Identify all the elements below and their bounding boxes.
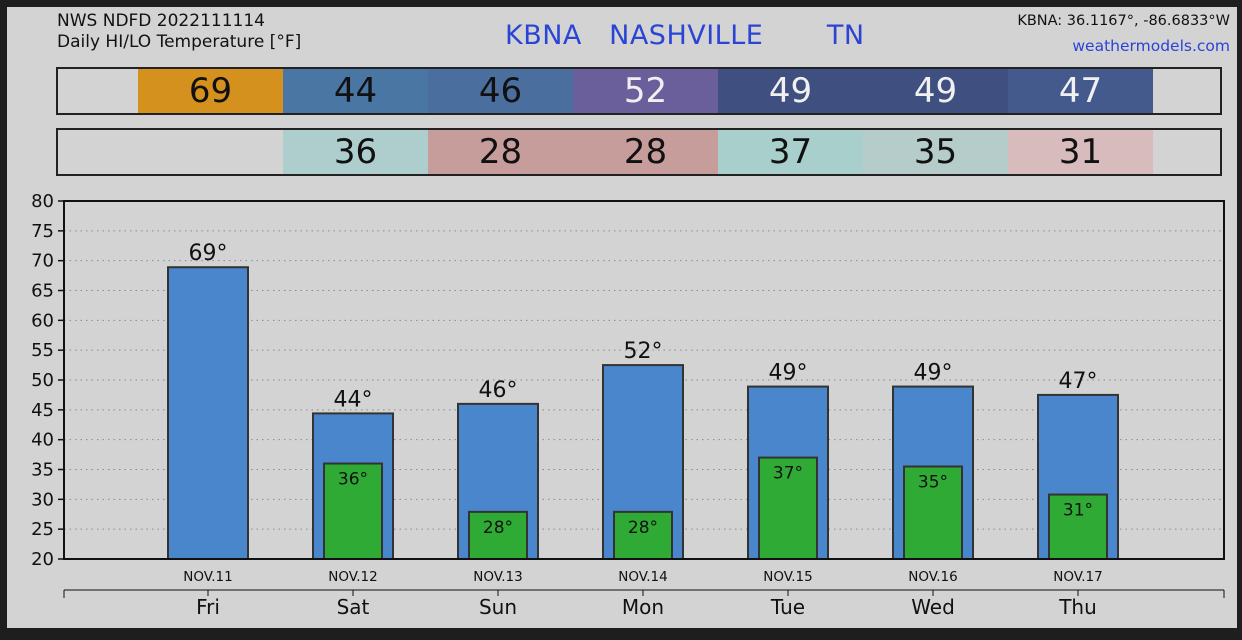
low-temp-label: 36° bbox=[338, 470, 368, 490]
y-tick-label: 45 bbox=[31, 400, 54, 421]
high-temp-cell: 49 bbox=[863, 69, 1008, 113]
high-temp-cell: 52 bbox=[573, 69, 718, 113]
high-temp-cell: 47 bbox=[1008, 69, 1153, 113]
high-temperature-strip: 69 44 46 52 49 49 47 bbox=[56, 67, 1222, 115]
y-tick-label: 60 bbox=[31, 310, 54, 331]
low-temp-cell: 36 bbox=[283, 130, 428, 174]
y-tick-label: 75 bbox=[31, 221, 54, 242]
high-temp-cell: 44 bbox=[283, 69, 428, 113]
low-temp-bar bbox=[1048, 493, 1108, 560]
station-coordinates: KBNA: 36.1167°, -86.6833°W bbox=[1017, 13, 1230, 29]
high-temp-label: 49° bbox=[769, 361, 808, 386]
y-tick-label: 40 bbox=[31, 430, 54, 451]
high-temp-label: 49° bbox=[914, 361, 953, 386]
y-tick-label: 80 bbox=[31, 191, 54, 212]
day-label: Tue bbox=[770, 595, 805, 619]
low-temp-bar bbox=[323, 462, 383, 560]
day-label: Wed bbox=[911, 595, 955, 619]
high-temp-cell: 69 bbox=[138, 69, 283, 113]
high-temp-label: 46° bbox=[479, 378, 518, 403]
date-label: NOV.17 bbox=[1053, 569, 1102, 585]
low-temp-cell: 37 bbox=[718, 130, 863, 174]
low-temp-label: 37° bbox=[773, 464, 803, 484]
low-temp-label: 28° bbox=[483, 518, 513, 538]
high-temp-label: 69° bbox=[189, 241, 228, 266]
date-label: NOV.13 bbox=[473, 569, 522, 585]
low-temp-cell: 28 bbox=[428, 130, 573, 174]
station-title: KBNA NASHVILLE TN bbox=[505, 20, 865, 51]
site-link[interactable]: weathermodels.com bbox=[1072, 37, 1230, 55]
low-temp-label: 28° bbox=[628, 518, 658, 538]
y-tick-label: 35 bbox=[31, 460, 54, 481]
y-tick-label: 20 bbox=[31, 549, 54, 570]
low-temperature-strip: 36 28 28 37 35 31 bbox=[56, 128, 1222, 176]
y-tick-label: 55 bbox=[31, 340, 54, 361]
y-tick-label: 50 bbox=[31, 370, 54, 391]
date-label: NOV.15 bbox=[763, 569, 812, 585]
low-temp-cell: 31 bbox=[1008, 130, 1153, 174]
high-temp-cell: 49 bbox=[718, 69, 863, 113]
high-temp-cell: 46 bbox=[428, 69, 573, 113]
high-temp-label: 47° bbox=[1059, 369, 1098, 394]
low-temp-cell: 28 bbox=[573, 130, 718, 174]
low-temp-cell bbox=[138, 130, 283, 174]
y-tick-label: 30 bbox=[31, 489, 54, 510]
y-tick-label: 70 bbox=[31, 251, 54, 272]
low-temp-cell: 35 bbox=[863, 130, 1008, 174]
low-temp-label: 35° bbox=[918, 473, 948, 493]
day-label: Thu bbox=[1058, 595, 1097, 619]
date-label: NOV.12 bbox=[328, 569, 377, 585]
high-temp-bar bbox=[167, 266, 249, 560]
chart-subtitle: Daily HI/LO Temperature [°F] bbox=[57, 32, 302, 52]
model-run-label: NWS NDFD 2022111114 bbox=[57, 11, 265, 31]
date-label: NOV.11 bbox=[183, 569, 232, 585]
date-label: NOV.16 bbox=[908, 569, 957, 585]
high-temp-label: 52° bbox=[624, 339, 663, 364]
low-temp-bar bbox=[903, 465, 963, 560]
low-temp-bar bbox=[468, 510, 528, 561]
day-label: Sat bbox=[337, 595, 370, 619]
low-temp-bar bbox=[758, 456, 818, 561]
low-temp-label: 31° bbox=[1063, 501, 1093, 521]
date-label: NOV.14 bbox=[618, 569, 667, 585]
day-label: Mon bbox=[622, 595, 664, 619]
y-tick-label: 65 bbox=[31, 281, 54, 302]
day-label: Fri bbox=[196, 595, 220, 619]
y-tick-label: 25 bbox=[31, 519, 54, 540]
day-label: Sun bbox=[479, 595, 517, 619]
high-temp-label: 44° bbox=[334, 387, 373, 412]
